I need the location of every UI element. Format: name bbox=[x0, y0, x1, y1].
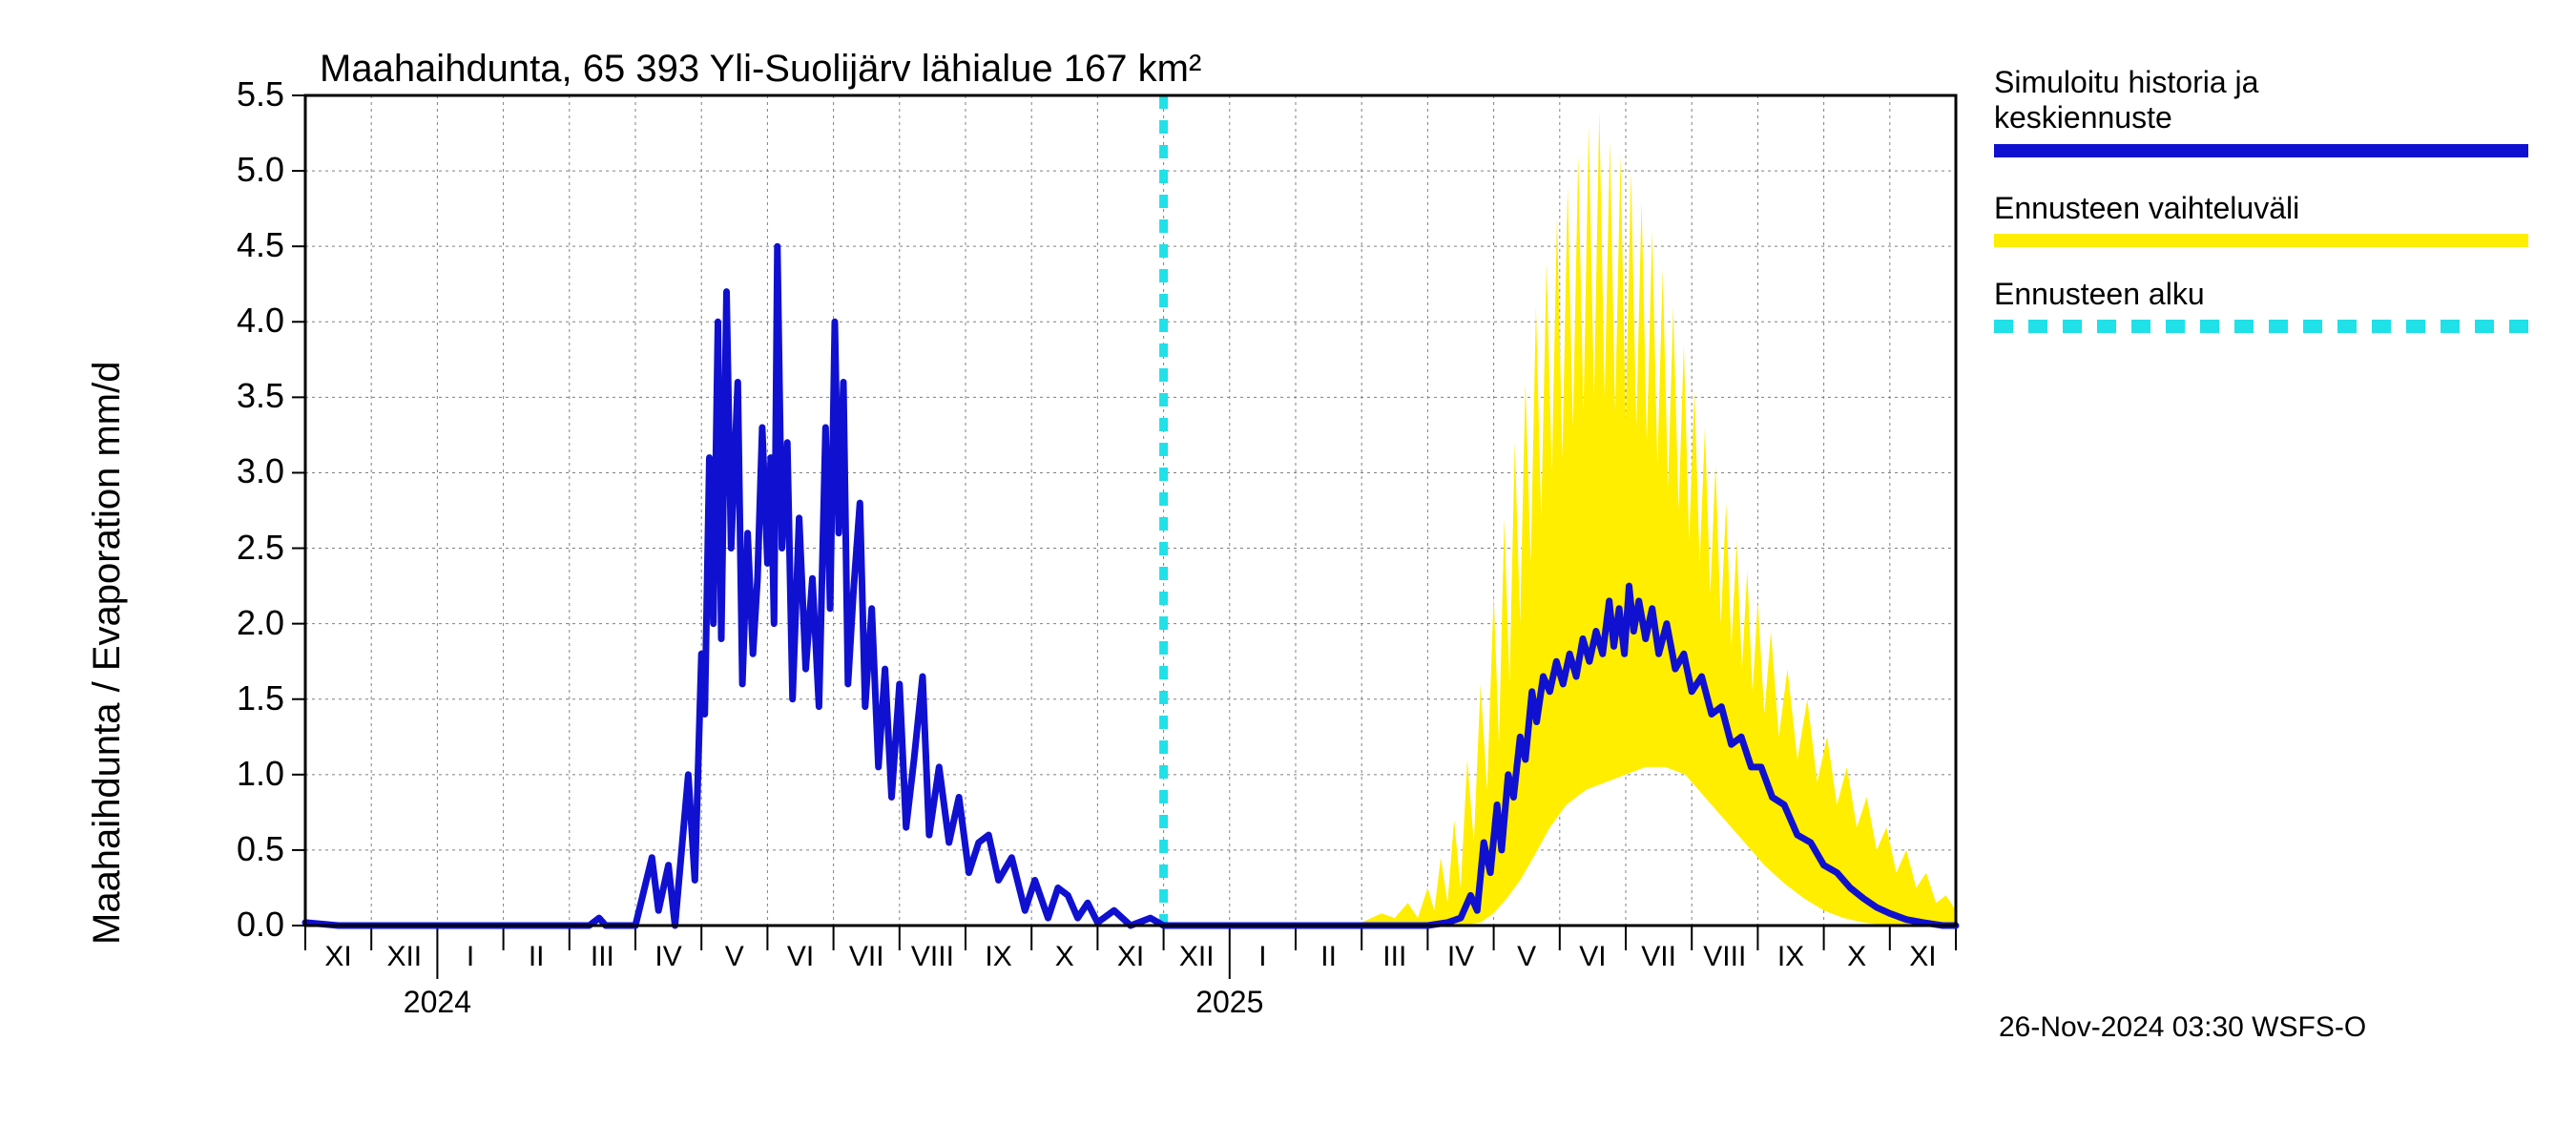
x-year-label: 2024 bbox=[404, 985, 471, 1020]
y-tick-label: 3.0 bbox=[237, 451, 284, 491]
x-tick-label: IV bbox=[654, 941, 681, 973]
y-tick-label: 5.0 bbox=[237, 150, 284, 190]
y-axis-label: Maahaihdunta / Evaporation mm/d bbox=[86, 362, 129, 945]
x-tick-label: VIII bbox=[911, 941, 954, 973]
x-tick-label: VII bbox=[1641, 941, 1676, 973]
y-tick-label: 3.5 bbox=[237, 376, 284, 416]
x-tick-label: V bbox=[1517, 941, 1536, 973]
x-tick-label: III bbox=[591, 941, 614, 973]
x-tick-label: X bbox=[1055, 941, 1074, 973]
y-tick-label: 5.5 bbox=[237, 74, 284, 114]
y-tick-label: 0.0 bbox=[237, 905, 284, 945]
y-tick-label: 1.0 bbox=[237, 754, 284, 794]
x-tick-label: VI bbox=[787, 941, 814, 973]
legend-item-forecast-start: Ennusteen alku bbox=[1994, 277, 2205, 312]
chart-title: Maahaihdunta, 65 393 Yli-Suolijärv lähia… bbox=[320, 48, 1201, 91]
x-tick-label: VII bbox=[849, 941, 884, 973]
x-tick-label: I bbox=[1258, 941, 1266, 973]
y-tick-label: 2.5 bbox=[237, 528, 284, 568]
x-tick-label: I bbox=[467, 941, 474, 973]
x-tick-label: III bbox=[1382, 941, 1406, 973]
x-year-label: 2025 bbox=[1195, 985, 1263, 1020]
x-tick-label: IX bbox=[985, 941, 1011, 973]
x-tick-label: II bbox=[1320, 941, 1337, 973]
chart-svg bbox=[0, 0, 2576, 1145]
y-tick-label: 0.5 bbox=[237, 829, 284, 869]
x-tick-label: V bbox=[725, 941, 744, 973]
chart-footer: 26-Nov-2024 03:30 WSFS-O bbox=[1999, 1011, 2366, 1044]
y-tick-label: 4.0 bbox=[237, 301, 284, 341]
x-tick-label: XI bbox=[1909, 941, 1936, 973]
x-tick-label: XI bbox=[1117, 941, 1144, 973]
legend-item-range: Ennusteen vaihteluväli bbox=[1994, 191, 2299, 226]
legend-item-history: Simuloitu historia jakeskiennuste bbox=[1994, 65, 2258, 135]
x-tick-label: XII bbox=[386, 941, 422, 973]
y-tick-label: 1.5 bbox=[237, 678, 284, 718]
x-tick-label: X bbox=[1847, 941, 1866, 973]
x-tick-label: II bbox=[529, 941, 545, 973]
x-tick-label: XI bbox=[324, 941, 351, 973]
y-tick-label: 2.0 bbox=[237, 603, 284, 643]
x-tick-label: IX bbox=[1777, 941, 1804, 973]
y-tick-label: 4.5 bbox=[237, 225, 284, 265]
x-tick-label: VI bbox=[1579, 941, 1606, 973]
x-tick-label: IV bbox=[1447, 941, 1474, 973]
x-tick-label: VIII bbox=[1703, 941, 1746, 973]
x-tick-label: XII bbox=[1179, 941, 1215, 973]
